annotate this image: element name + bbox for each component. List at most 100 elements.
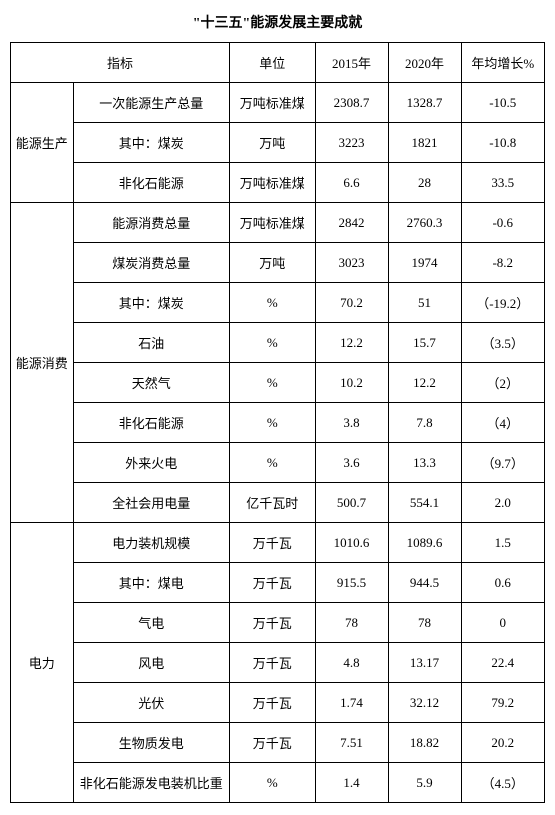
unit-cell: 万吨标准煤 xyxy=(230,83,316,123)
table-row: 电力电力装机规模万千瓦1010.61089.61.5 xyxy=(11,523,545,563)
table-row: 气电万千瓦78780 xyxy=(11,603,545,643)
y2020-cell: 944.5 xyxy=(388,563,461,603)
growth-cell: 20.2 xyxy=(461,723,544,763)
unit-cell: 万吨标准煤 xyxy=(230,163,316,203)
indicator-cell: 其中：煤电 xyxy=(73,563,229,603)
y2020-cell: 32.12 xyxy=(388,683,461,723)
unit-cell: % xyxy=(230,283,316,323)
y2015-cell: 2842 xyxy=(315,203,388,243)
indicator-cell: 光伏 xyxy=(73,683,229,723)
table-row: 非化石能源万吨标准煤6.62833.5 xyxy=(11,163,545,203)
indicator-cell: 能源消费总量 xyxy=(73,203,229,243)
y2020-cell: 1089.6 xyxy=(388,523,461,563)
unit-cell: % xyxy=(230,363,316,403)
header-2015: 2015年 xyxy=(315,43,388,83)
table-row: 石油%12.215.7（3.5） xyxy=(11,323,545,363)
table-row: 煤炭消费总量万吨30231974-8.2 xyxy=(11,243,545,283)
table-row: 天然气%10.212.2（2） xyxy=(11,363,545,403)
category-cell: 能源生产 xyxy=(11,83,74,203)
header-growth: 年均增长% xyxy=(461,43,544,83)
y2015-cell: 70.2 xyxy=(315,283,388,323)
y2020-cell: 28 xyxy=(388,163,461,203)
table-row: 其中：煤炭万吨32231821-10.8 xyxy=(11,123,545,163)
indicator-cell: 全社会用电量 xyxy=(73,483,229,523)
header-indicator: 指标 xyxy=(11,43,230,83)
header-unit: 单位 xyxy=(230,43,316,83)
growth-cell: -10.8 xyxy=(461,123,544,163)
category-cell: 能源消费 xyxy=(11,203,74,523)
growth-cell: 0 xyxy=(461,603,544,643)
y2015-cell: 2308.7 xyxy=(315,83,388,123)
indicator-cell: 一次能源生产总量 xyxy=(73,83,229,123)
y2020-cell: 13.3 xyxy=(388,443,461,483)
y2015-cell: 3023 xyxy=(315,243,388,283)
unit-cell: 万吨标准煤 xyxy=(230,203,316,243)
indicator-cell: 气电 xyxy=(73,603,229,643)
y2015-cell: 1.74 xyxy=(315,683,388,723)
y2020-cell: 1974 xyxy=(388,243,461,283)
table-row: 风电万千瓦4.813.1722.4 xyxy=(11,643,545,683)
table-header-row: 指标 单位 2015年 2020年 年均增长% xyxy=(11,43,545,83)
unit-cell: 万千瓦 xyxy=(230,563,316,603)
y2020-cell: 554.1 xyxy=(388,483,461,523)
indicator-cell: 其中：煤炭 xyxy=(73,123,229,163)
growth-cell: （4） xyxy=(461,403,544,443)
unit-cell: 万千瓦 xyxy=(230,723,316,763)
y2020-cell: 5.9 xyxy=(388,763,461,803)
y2015-cell: 915.5 xyxy=(315,563,388,603)
achievements-table: 指标 单位 2015年 2020年 年均增长% 能源生产一次能源生产总量万吨标准… xyxy=(10,42,545,803)
unit-cell: 万吨 xyxy=(230,243,316,283)
growth-cell: -10.5 xyxy=(461,83,544,123)
y2020-cell: 1821 xyxy=(388,123,461,163)
y2015-cell: 500.7 xyxy=(315,483,388,523)
y2020-cell: 51 xyxy=(388,283,461,323)
table-row: 光伏万千瓦1.7432.1279.2 xyxy=(11,683,545,723)
y2020-cell: 18.82 xyxy=(388,723,461,763)
unit-cell: % xyxy=(230,323,316,363)
growth-cell: -0.6 xyxy=(461,203,544,243)
y2020-cell: 2760.3 xyxy=(388,203,461,243)
indicator-cell: 电力装机规模 xyxy=(73,523,229,563)
indicator-cell: 天然气 xyxy=(73,363,229,403)
table-row: 其中：煤电万千瓦915.5944.50.6 xyxy=(11,563,545,603)
y2020-cell: 7.8 xyxy=(388,403,461,443)
unit-cell: 万吨 xyxy=(230,123,316,163)
table-row: 生物质发电万千瓦7.5118.8220.2 xyxy=(11,723,545,763)
growth-cell: 1.5 xyxy=(461,523,544,563)
growth-cell: （9.7） xyxy=(461,443,544,483)
y2015-cell: 3223 xyxy=(315,123,388,163)
y2015-cell: 10.2 xyxy=(315,363,388,403)
table-row: 全社会用电量亿千瓦时500.7554.12.0 xyxy=(11,483,545,523)
indicator-cell: 风电 xyxy=(73,643,229,683)
y2015-cell: 78 xyxy=(315,603,388,643)
y2020-cell: 1328.7 xyxy=(388,83,461,123)
indicator-cell: 煤炭消费总量 xyxy=(73,243,229,283)
y2015-cell: 3.8 xyxy=(315,403,388,443)
y2015-cell: 12.2 xyxy=(315,323,388,363)
table-row: 能源消费能源消费总量万吨标准煤28422760.3-0.6 xyxy=(11,203,545,243)
indicator-cell: 生物质发电 xyxy=(73,723,229,763)
table-row: 能源生产一次能源生产总量万吨标准煤2308.71328.7-10.5 xyxy=(11,83,545,123)
y2020-cell: 13.17 xyxy=(388,643,461,683)
growth-cell: -8.2 xyxy=(461,243,544,283)
unit-cell: 万千瓦 xyxy=(230,643,316,683)
unit-cell: % xyxy=(230,443,316,483)
growth-cell: （-19.2） xyxy=(461,283,544,323)
unit-cell: 万千瓦 xyxy=(230,683,316,723)
table-row: 其中：煤炭%70.251（-19.2） xyxy=(11,283,545,323)
header-2020: 2020年 xyxy=(388,43,461,83)
unit-cell: % xyxy=(230,403,316,443)
unit-cell: 万千瓦 xyxy=(230,523,316,563)
y2015-cell: 6.6 xyxy=(315,163,388,203)
indicator-cell: 非化石能源 xyxy=(73,403,229,443)
indicator-cell: 其中：煤炭 xyxy=(73,283,229,323)
y2015-cell: 7.51 xyxy=(315,723,388,763)
y2020-cell: 78 xyxy=(388,603,461,643)
indicator-cell: 非化石能源发电装机比重 xyxy=(73,763,229,803)
category-cell: 电力 xyxy=(11,523,74,803)
y2015-cell: 4.8 xyxy=(315,643,388,683)
indicator-cell: 外来火电 xyxy=(73,443,229,483)
y2015-cell: 3.6 xyxy=(315,443,388,483)
unit-cell: % xyxy=(230,763,316,803)
growth-cell: 79.2 xyxy=(461,683,544,723)
